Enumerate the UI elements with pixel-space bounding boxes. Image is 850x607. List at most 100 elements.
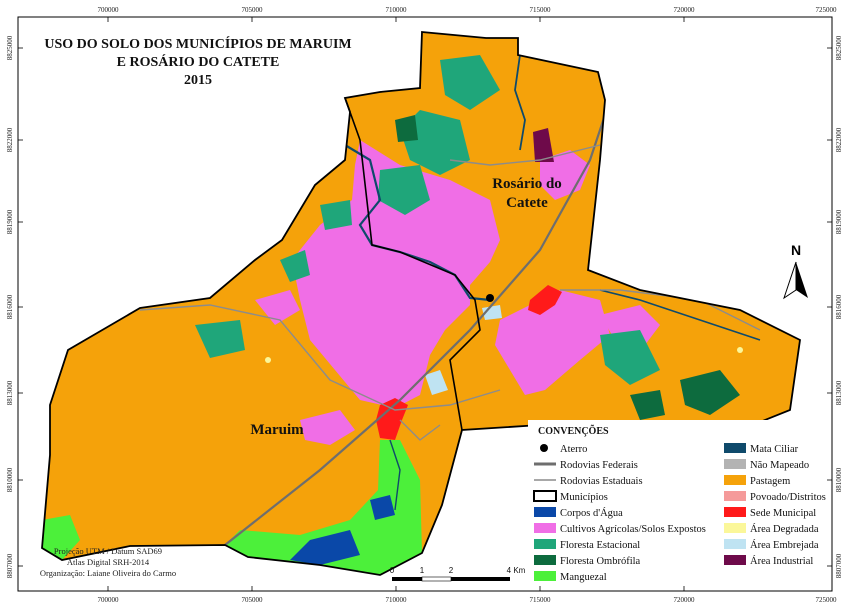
- legend-label: Floresta Estacional: [560, 540, 640, 551]
- legend-swatch: [534, 555, 556, 565]
- legend-swatch: [533, 490, 557, 502]
- coord-y-right: 8813000: [835, 380, 843, 405]
- floresta-estacional-area: [320, 200, 352, 230]
- cultivos-area: [300, 410, 355, 445]
- legend-label: Floresta Ombrófila: [560, 556, 641, 567]
- label-maruim: Maruim: [250, 422, 304, 438]
- scale-segment: [451, 577, 510, 581]
- legend-label: Área Embrejada: [750, 539, 819, 551]
- legend-label: Pastagem: [750, 476, 790, 487]
- floresta-ombrofila-area: [395, 115, 418, 142]
- legend-swatch: [540, 444, 548, 452]
- legend-item-cultivos: Cultivos Agrícolas/Solos Expostos: [534, 523, 706, 535]
- rodovia-estadual: [399, 419, 441, 441]
- title-line-2: E ROSÁRIO DO CATETE: [117, 53, 280, 70]
- legend-label: Não Mapeado: [750, 460, 809, 471]
- area-industrial: [533, 128, 554, 162]
- municipio-boundary: [344, 97, 481, 431]
- north-arrow-icon-outline: [783, 261, 797, 300]
- legend-swatch: [724, 539, 746, 549]
- legend-item-area-industrial: Área Industrial: [724, 555, 813, 567]
- scale-tick-2: 2: [449, 566, 454, 575]
- legend-swatch: [724, 491, 746, 501]
- legend-item-floresta-estacional: Floresta Estacional: [534, 539, 640, 551]
- floresta-estacional-area: [280, 250, 310, 282]
- title-line-1: USO DO SOLO DOS MUNICÍPIOS DE MARUIM: [44, 35, 351, 52]
- legend-item-area-degradada: Área Degradada: [724, 523, 819, 535]
- coord-x-top: 725000: [816, 6, 838, 14]
- coord-x-top: 710000: [386, 6, 408, 14]
- legend-label: Cultivos Agrícolas/Solos Expostos: [560, 524, 706, 535]
- coord-y-right: 8819000: [835, 209, 843, 234]
- scale-tick-0: 0: [390, 566, 395, 575]
- legend-item-rodovias-federais: Rodovias Federais: [534, 460, 638, 471]
- study-area-outline: [41, 31, 801, 576]
- legend-item-aterro: Aterro: [540, 444, 587, 455]
- coord-right: 8825000 8822000 8819000 8816000 8813000 …: [835, 35, 843, 578]
- corpos-agua-area: [290, 530, 360, 565]
- floresta-ombrofila-area: [630, 390, 665, 420]
- legend: CONVENÇÕES Aterro Rodovias Federais Rodovi…: [528, 420, 826, 583]
- coord-x-bottom: 705000: [242, 596, 264, 604]
- title-line-3: 2015: [184, 73, 212, 88]
- coord-y-right: 8822000: [835, 127, 843, 152]
- coord-y-left: 8825000: [6, 35, 14, 60]
- coord-top: 700000 705000 710000 715000 720000 72500…: [98, 6, 838, 14]
- coord-x-bottom: 720000: [674, 596, 696, 604]
- coord-y-right: 8825000: [835, 35, 843, 60]
- legend-item-pastagem: Pastagem: [724, 475, 790, 487]
- legend-title: CONVENÇÕES: [538, 425, 609, 437]
- legend-swatch: [724, 443, 746, 453]
- floresta-estacional-area: [400, 110, 470, 175]
- legend-item-manguezal: Manguezal: [534, 571, 607, 583]
- coord-y-right: 8810000: [835, 467, 843, 492]
- legend-box: [528, 420, 826, 582]
- river: [599, 289, 761, 341]
- corpos-agua-area: [370, 495, 395, 520]
- legend-label: Área Industrial: [750, 555, 813, 567]
- floresta-estacional-area: [440, 55, 500, 110]
- legend-item-corpos-agua: Corpos d'Água: [534, 507, 623, 519]
- coord-x-bottom: 725000: [816, 596, 838, 604]
- legend-label: Rodovias Federais: [560, 460, 638, 471]
- credit-author: Organização: Laiane Oliveira do Carmo: [40, 568, 176, 578]
- coord-x-top: 720000: [674, 6, 696, 14]
- river: [514, 54, 526, 151]
- study-area: [41, 31, 801, 576]
- scale-tick-1: 1: [420, 566, 425, 575]
- legend-item-povoado: Povoado/Distritos: [724, 491, 826, 503]
- aterro-marker: [486, 294, 494, 302]
- legend-swatch: [534, 539, 556, 549]
- north-arrow: N: [783, 242, 808, 300]
- legend-swatch: [724, 555, 746, 565]
- coord-y-left: 8813000: [6, 380, 14, 405]
- label-rosario-line-1: Rosário do: [492, 176, 562, 192]
- rodovia-federal: [224, 99, 612, 546]
- legend-label: Mata Ciliar: [750, 444, 799, 455]
- coord-y-right: 8816000: [835, 294, 843, 319]
- legend-left-column: Aterro Rodovias Federais Rodovias Estaduai…: [533, 444, 706, 583]
- coord-x-bottom: 700000: [98, 596, 120, 604]
- legend-label: Área Degradada: [750, 523, 819, 535]
- legend-label: Corpos d'Água: [560, 507, 623, 519]
- manguezal-area: [42, 515, 80, 560]
- coord-x-bottom: 715000: [530, 596, 552, 604]
- north-arrow-label: N: [791, 242, 801, 258]
- river: [389, 439, 401, 511]
- legend-label: Povoado/Distritos: [750, 492, 826, 503]
- north-arrow-icon: [796, 262, 808, 298]
- floresta-estacional-area: [600, 330, 660, 385]
- legend-swatch: [534, 523, 556, 533]
- legend-label: Sede Municipal: [750, 508, 816, 519]
- coord-y-left: 8816000: [6, 294, 14, 319]
- legend-label: Manguezal: [560, 572, 607, 583]
- floresta-estacional-area: [195, 320, 245, 358]
- legend-swatch: [724, 475, 746, 485]
- coord-y-left: 8819000: [6, 209, 14, 234]
- rodovia-estadual: [449, 144, 601, 166]
- coord-y-left: 8807000: [6, 553, 14, 578]
- coord-x-top: 700000: [98, 6, 120, 14]
- legend-item-rodovias-estaduais: Rodovias Estaduais: [534, 476, 643, 487]
- area-embrejada: [425, 370, 448, 395]
